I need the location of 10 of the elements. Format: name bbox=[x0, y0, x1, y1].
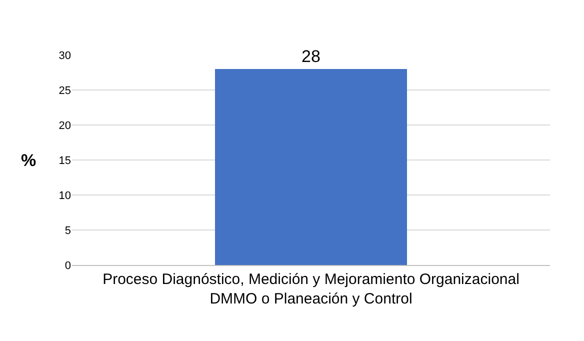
y-tick-label: 10 bbox=[58, 190, 71, 202]
y-tick-label: 5 bbox=[64, 224, 71, 237]
y-tick-label: 15 bbox=[58, 154, 71, 167]
y-tick-label: 20 bbox=[58, 120, 71, 132]
y-tick-label: 25 bbox=[58, 84, 71, 97]
data-label: 28 bbox=[302, 47, 320, 66]
y-tick-label: 0 bbox=[64, 260, 71, 272]
y-axis-title: % bbox=[21, 151, 36, 170]
y-tick-label: 30 bbox=[58, 50, 71, 62]
x-tick-label: Proceso Diagnóstico, Medición y Mejoramiento Organizacional DMMO o Planeación y Control bbox=[102, 271, 520, 308]
